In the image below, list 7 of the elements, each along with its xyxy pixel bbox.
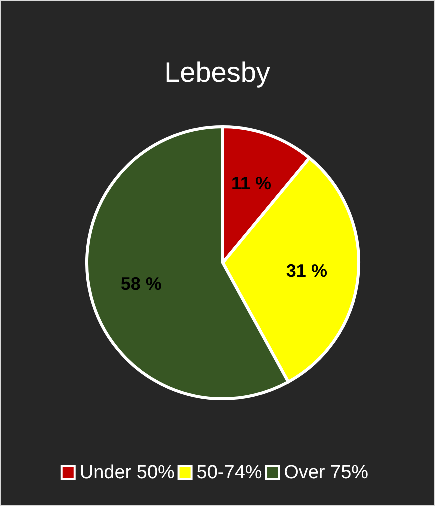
legend-label: 50-74%: [196, 462, 262, 484]
legend-label: Over 75%: [284, 462, 369, 484]
legend-label: Under 50%: [80, 462, 176, 484]
chart-title: Lebesby: [164, 57, 270, 88]
data-label: 31 %: [286, 260, 328, 281]
data-label: 11 %: [232, 174, 272, 194]
data-label: 58 %: [120, 274, 162, 294]
